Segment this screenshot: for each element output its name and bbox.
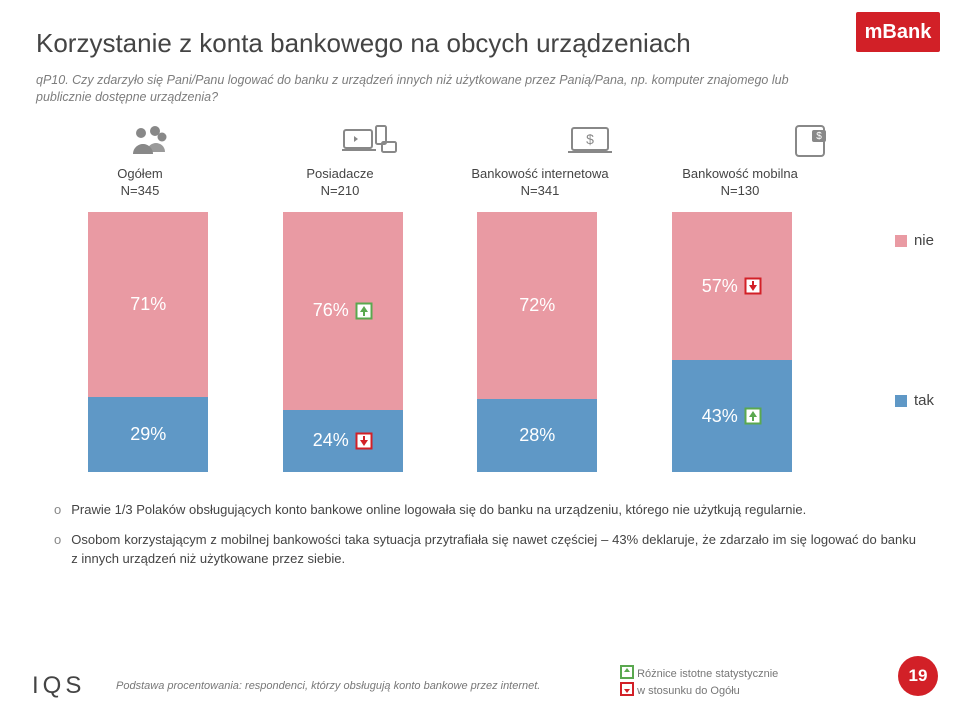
segment-nie: 71%	[88, 212, 208, 397]
col-head-label: Bankowość mobilna	[640, 166, 840, 183]
col-head-2: Bankowość internetowa N=341	[440, 166, 640, 206]
col-head-label: Posiadacze	[240, 166, 440, 183]
segment-tak: 43%	[672, 360, 792, 472]
stat-line-2: w stosunku do Ogółu	[637, 685, 740, 697]
stacked-bar-chart: 71%29%76%24%72%28%57%43%	[40, 212, 840, 472]
legend-swatch-tak	[895, 395, 907, 407]
bullet-text: Osobom korzystającym z mobilnej bankowoś…	[71, 530, 916, 569]
stat-line-1: Różnice istotne statystycznie	[637, 668, 778, 680]
key-findings: o Prawie 1/3 Polaków obsługujących konto …	[54, 500, 916, 579]
arrow-down-icon	[620, 682, 634, 696]
col-head-n: N=345	[40, 183, 240, 200]
slide-title: Korzystanie z konta bankowego na obcych …	[36, 28, 691, 59]
col-head-n: N=341	[440, 183, 640, 200]
slide-subtitle: qP10. Czy zdarzyło się Pani/Panu logować…	[36, 72, 820, 106]
segment-tak: 29%	[88, 397, 208, 472]
column-headers: Ogółem N=345 Posiadacze N=210 Bankowość …	[40, 166, 840, 206]
tablet-dollar-icon: $	[700, 118, 920, 164]
stat-note: Różnice istotne statystycznie w stosunku…	[620, 665, 778, 698]
segment-tak: 28%	[477, 399, 597, 472]
page-number: 19	[898, 656, 938, 696]
legend-nie: nie	[895, 232, 934, 249]
footer: IQS Podstawa procentowania: respondenci,…	[0, 650, 960, 700]
svg-text:$: $	[816, 131, 822, 142]
bullet-marker: o	[54, 530, 61, 569]
col-head-3: Bankowość mobilna N=130	[640, 166, 840, 206]
laptop-dollar-icon: $	[480, 118, 700, 164]
segment-nie: 76%	[283, 212, 403, 410]
bar-column-0: 71%29%	[70, 212, 227, 472]
segment-tak: 24%	[283, 410, 403, 472]
col-head-label: Bankowość internetowa	[440, 166, 640, 183]
brand-name: mBank	[865, 21, 932, 44]
col-head-n: N=130	[640, 183, 840, 200]
arrow-up-icon	[620, 665, 634, 679]
bar-column-3: 57%43%	[654, 212, 811, 472]
bullet-marker: o	[54, 500, 61, 520]
footnote: Podstawa procentowania: respondenci, któ…	[116, 680, 540, 692]
brand-logo: mBank	[856, 12, 940, 52]
svg-text:$: $	[586, 131, 594, 147]
bar-column-2: 72%28%	[459, 212, 616, 472]
segment-nie: 72%	[477, 212, 597, 399]
col-head-label: Ogółem	[40, 166, 240, 183]
col-head-n: N=210	[240, 183, 440, 200]
legend-label: nie	[914, 232, 934, 249]
legend-swatch-nie	[895, 235, 907, 247]
bullet-text: Prawie 1/3 Polaków obsługujących konto b…	[71, 500, 806, 520]
legend-label: tak	[914, 392, 934, 409]
iqs-logo: IQS	[32, 672, 85, 700]
icon-strip: $ $	[40, 118, 920, 164]
col-head-0: Ogółem N=345	[40, 166, 240, 206]
segment-nie: 57%	[672, 212, 792, 360]
people-icon	[40, 118, 260, 164]
bar-column-1: 76%24%	[265, 212, 422, 472]
legend-tak: tak	[895, 392, 934, 409]
devices-icon	[260, 118, 480, 164]
col-head-1: Posiadacze N=210	[240, 166, 440, 206]
